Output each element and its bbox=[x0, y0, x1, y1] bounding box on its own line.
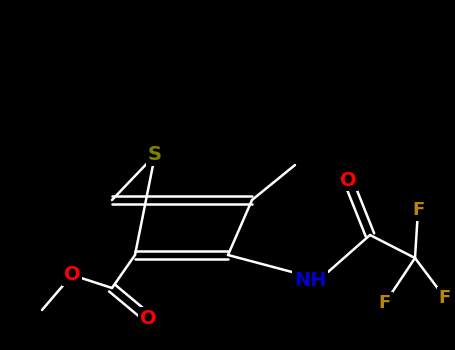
Text: O: O bbox=[140, 308, 157, 328]
Text: O: O bbox=[64, 266, 81, 285]
Text: F: F bbox=[439, 289, 451, 307]
Text: S: S bbox=[148, 146, 162, 164]
Text: F: F bbox=[379, 294, 391, 312]
Text: O: O bbox=[340, 170, 356, 189]
Text: NH: NH bbox=[294, 271, 326, 289]
Text: F: F bbox=[412, 201, 424, 219]
